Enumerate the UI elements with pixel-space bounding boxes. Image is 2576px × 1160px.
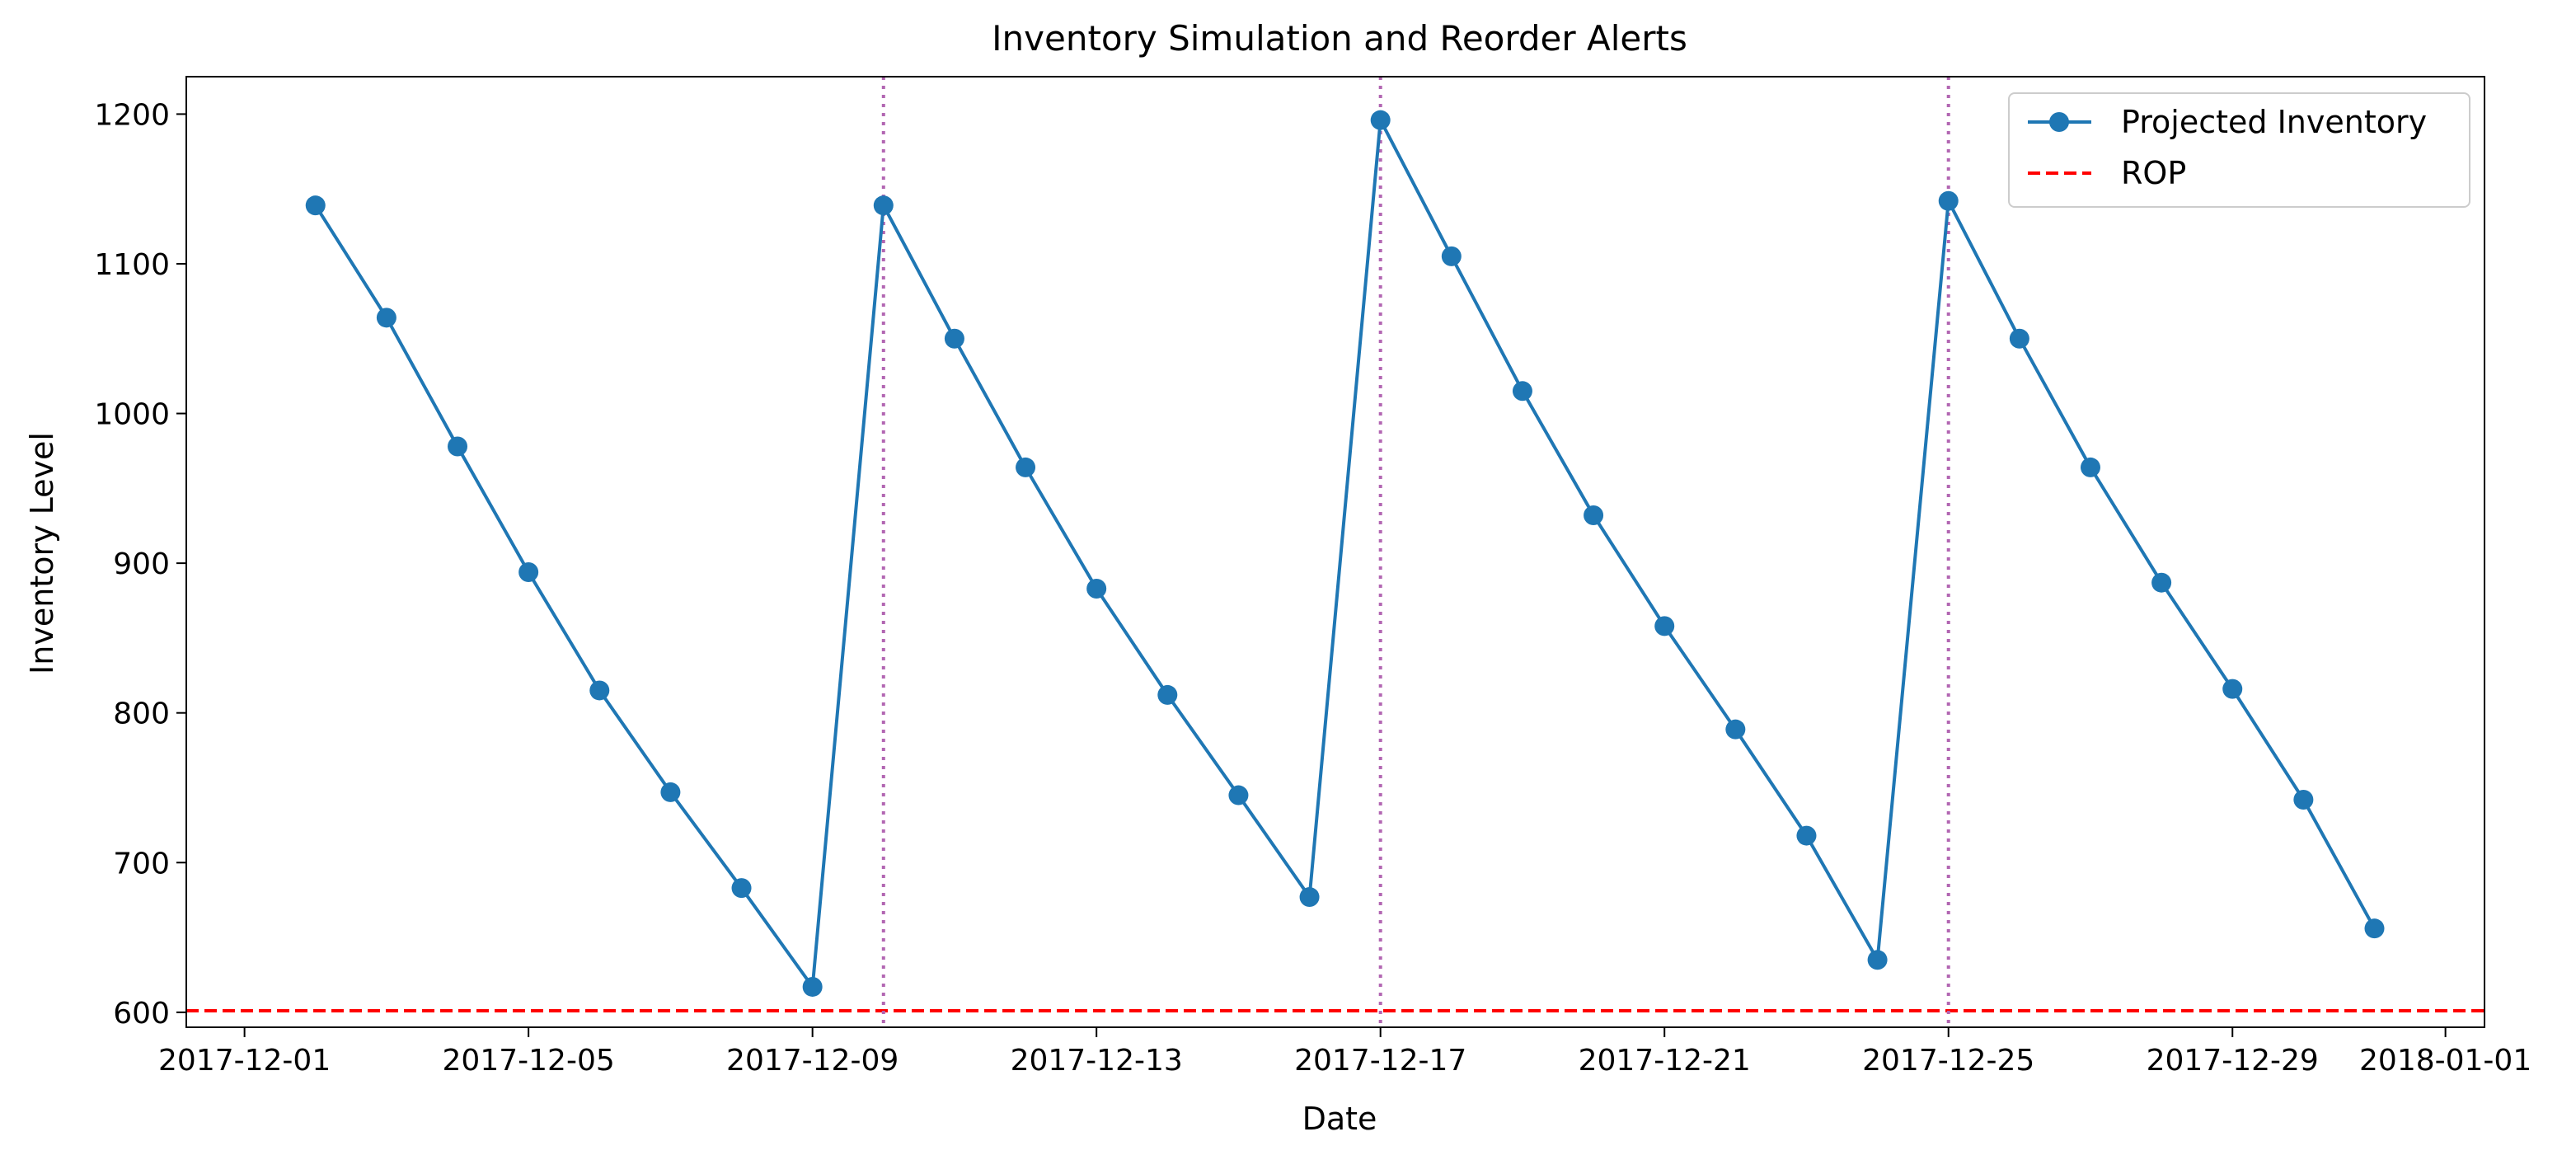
legend-frame (2008, 92, 2470, 208)
data-point (731, 878, 752, 899)
data-point (1370, 110, 1391, 130)
chart-title: Inventory Simulation and Reorder Alerts (992, 18, 1687, 59)
x-axis-label: Date (1302, 1101, 1377, 1137)
data-point (2293, 790, 2314, 810)
data-point (1299, 887, 1320, 908)
y-tick-label: 900 (113, 547, 170, 581)
data-point (1441, 246, 1462, 266)
x-tick-label: 2017-12-17 (1294, 1044, 1466, 1078)
plot-frame (185, 76, 2485, 1028)
data-point (2009, 328, 2029, 349)
data-point (2222, 679, 2243, 699)
data-point (1725, 719, 1746, 740)
y-tick-label: 600 (113, 997, 170, 1031)
legend-inventory-marker (2049, 112, 2069, 132)
y-axis-label: Inventory Level (24, 432, 60, 674)
data-point (1796, 825, 1817, 846)
y-tick-label: 700 (113, 847, 170, 881)
y-tick-label: 1100 (94, 248, 170, 282)
data-point (873, 195, 894, 216)
data-point (1086, 578, 1107, 599)
y-tick-label: 1200 (94, 98, 170, 132)
inventory-series-line (314, 118, 2377, 989)
x-tick-label: 2017-12-05 (443, 1044, 615, 1078)
legend-inventory-label: Projected Inventory (2121, 104, 2427, 140)
data-point (660, 782, 681, 802)
data-point (1938, 190, 1959, 211)
x-tick-label: 2018-01-01 (2359, 1044, 2531, 1078)
data-point (1016, 457, 1036, 477)
data-point (1512, 381, 1532, 402)
data-point (448, 436, 468, 457)
x-tick-label: 2017-12-01 (158, 1044, 331, 1078)
data-point (1584, 505, 1604, 526)
legend: Projected Inventory ROP (2008, 92, 2470, 208)
x-tick-label: 2017-12-13 (1011, 1044, 1183, 1078)
x-tick-label: 2017-12-21 (1579, 1044, 1751, 1078)
data-point (1157, 684, 1178, 705)
data-point (376, 308, 396, 328)
data-point (2080, 457, 2100, 477)
x-tick-label: 2017-12-09 (726, 1044, 899, 1078)
data-point (944, 328, 964, 349)
data-point (1654, 616, 1675, 636)
data-point (589, 680, 610, 701)
x-tick-label: 2017-12-29 (2147, 1044, 2319, 1078)
data-point (2364, 918, 2385, 939)
data-point (1867, 950, 1888, 970)
y-tick-label: 1000 (94, 398, 170, 432)
data-point (2151, 572, 2172, 593)
x-tick-label: 2017-12-25 (1862, 1044, 2034, 1078)
data-point (802, 976, 823, 997)
data-point (518, 562, 539, 583)
data-point (1228, 785, 1249, 805)
legend-rop-label: ROP (2121, 155, 2186, 191)
y-tick-label: 800 (113, 697, 170, 731)
data-point (305, 195, 326, 216)
